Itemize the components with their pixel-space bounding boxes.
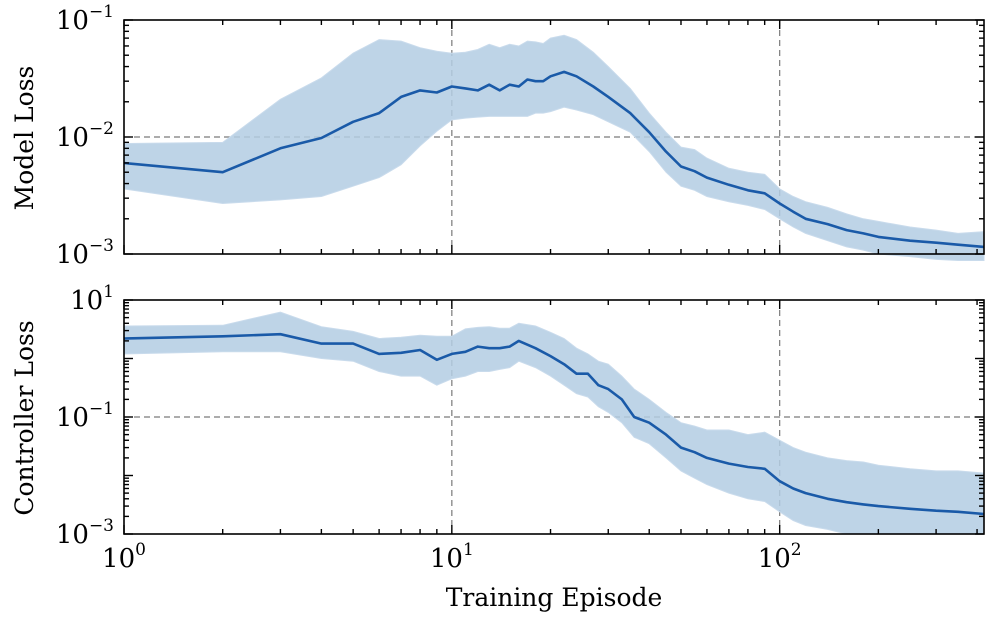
model-loss-tick-labels: 10−3 10−2 10−1 — [56, 2, 114, 270]
model-loss-ytick-label: 10−2 — [56, 119, 114, 153]
xlabel: Training Episode — [446, 583, 663, 612]
model-loss-ytick-label: 10−1 — [56, 2, 114, 36]
controller-loss-xtick-label: 102 — [758, 540, 802, 574]
model-loss-line-group — [123, 70, 985, 249]
controller-loss-mean-line-0 — [123, 332, 985, 516]
controller-loss-ytick-label: 101 — [70, 282, 114, 316]
controller-loss-ticks — [123, 299, 984, 535]
model-loss-mean-line-0 — [123, 70, 985, 249]
controller-loss-xtick-label: 101 — [430, 540, 474, 574]
controller-loss-ytick-label: 10−1 — [56, 399, 114, 433]
controller-loss-band-group — [123, 311, 985, 535]
controller-loss-ylabel: Controller Loss — [10, 320, 39, 515]
model-loss-panel: 10−3 10−2 10−1 Model Loss — [10, 2, 985, 270]
model-loss-ylabel: Model Loss — [10, 66, 39, 211]
model-loss-band-group — [123, 34, 985, 261]
controller-loss-ytick-label: 10−3 — [56, 516, 114, 550]
controller-loss-xtick-label: 100 — [102, 540, 146, 574]
model-loss-ticks — [123, 19, 984, 255]
model-loss-ytick-label: 10−3 — [56, 236, 114, 270]
controller-loss-tick-labels: 10−3 10−1 101 100 101 102 — [56, 282, 802, 574]
controller-loss-line-group — [123, 332, 985, 516]
model-loss-band-0 — [123, 34, 985, 261]
controller-loss-band-0 — [123, 311, 985, 535]
controller-loss-panel: 10−3 10−1 101 100 101 102 Controller Loss — [10, 282, 985, 574]
